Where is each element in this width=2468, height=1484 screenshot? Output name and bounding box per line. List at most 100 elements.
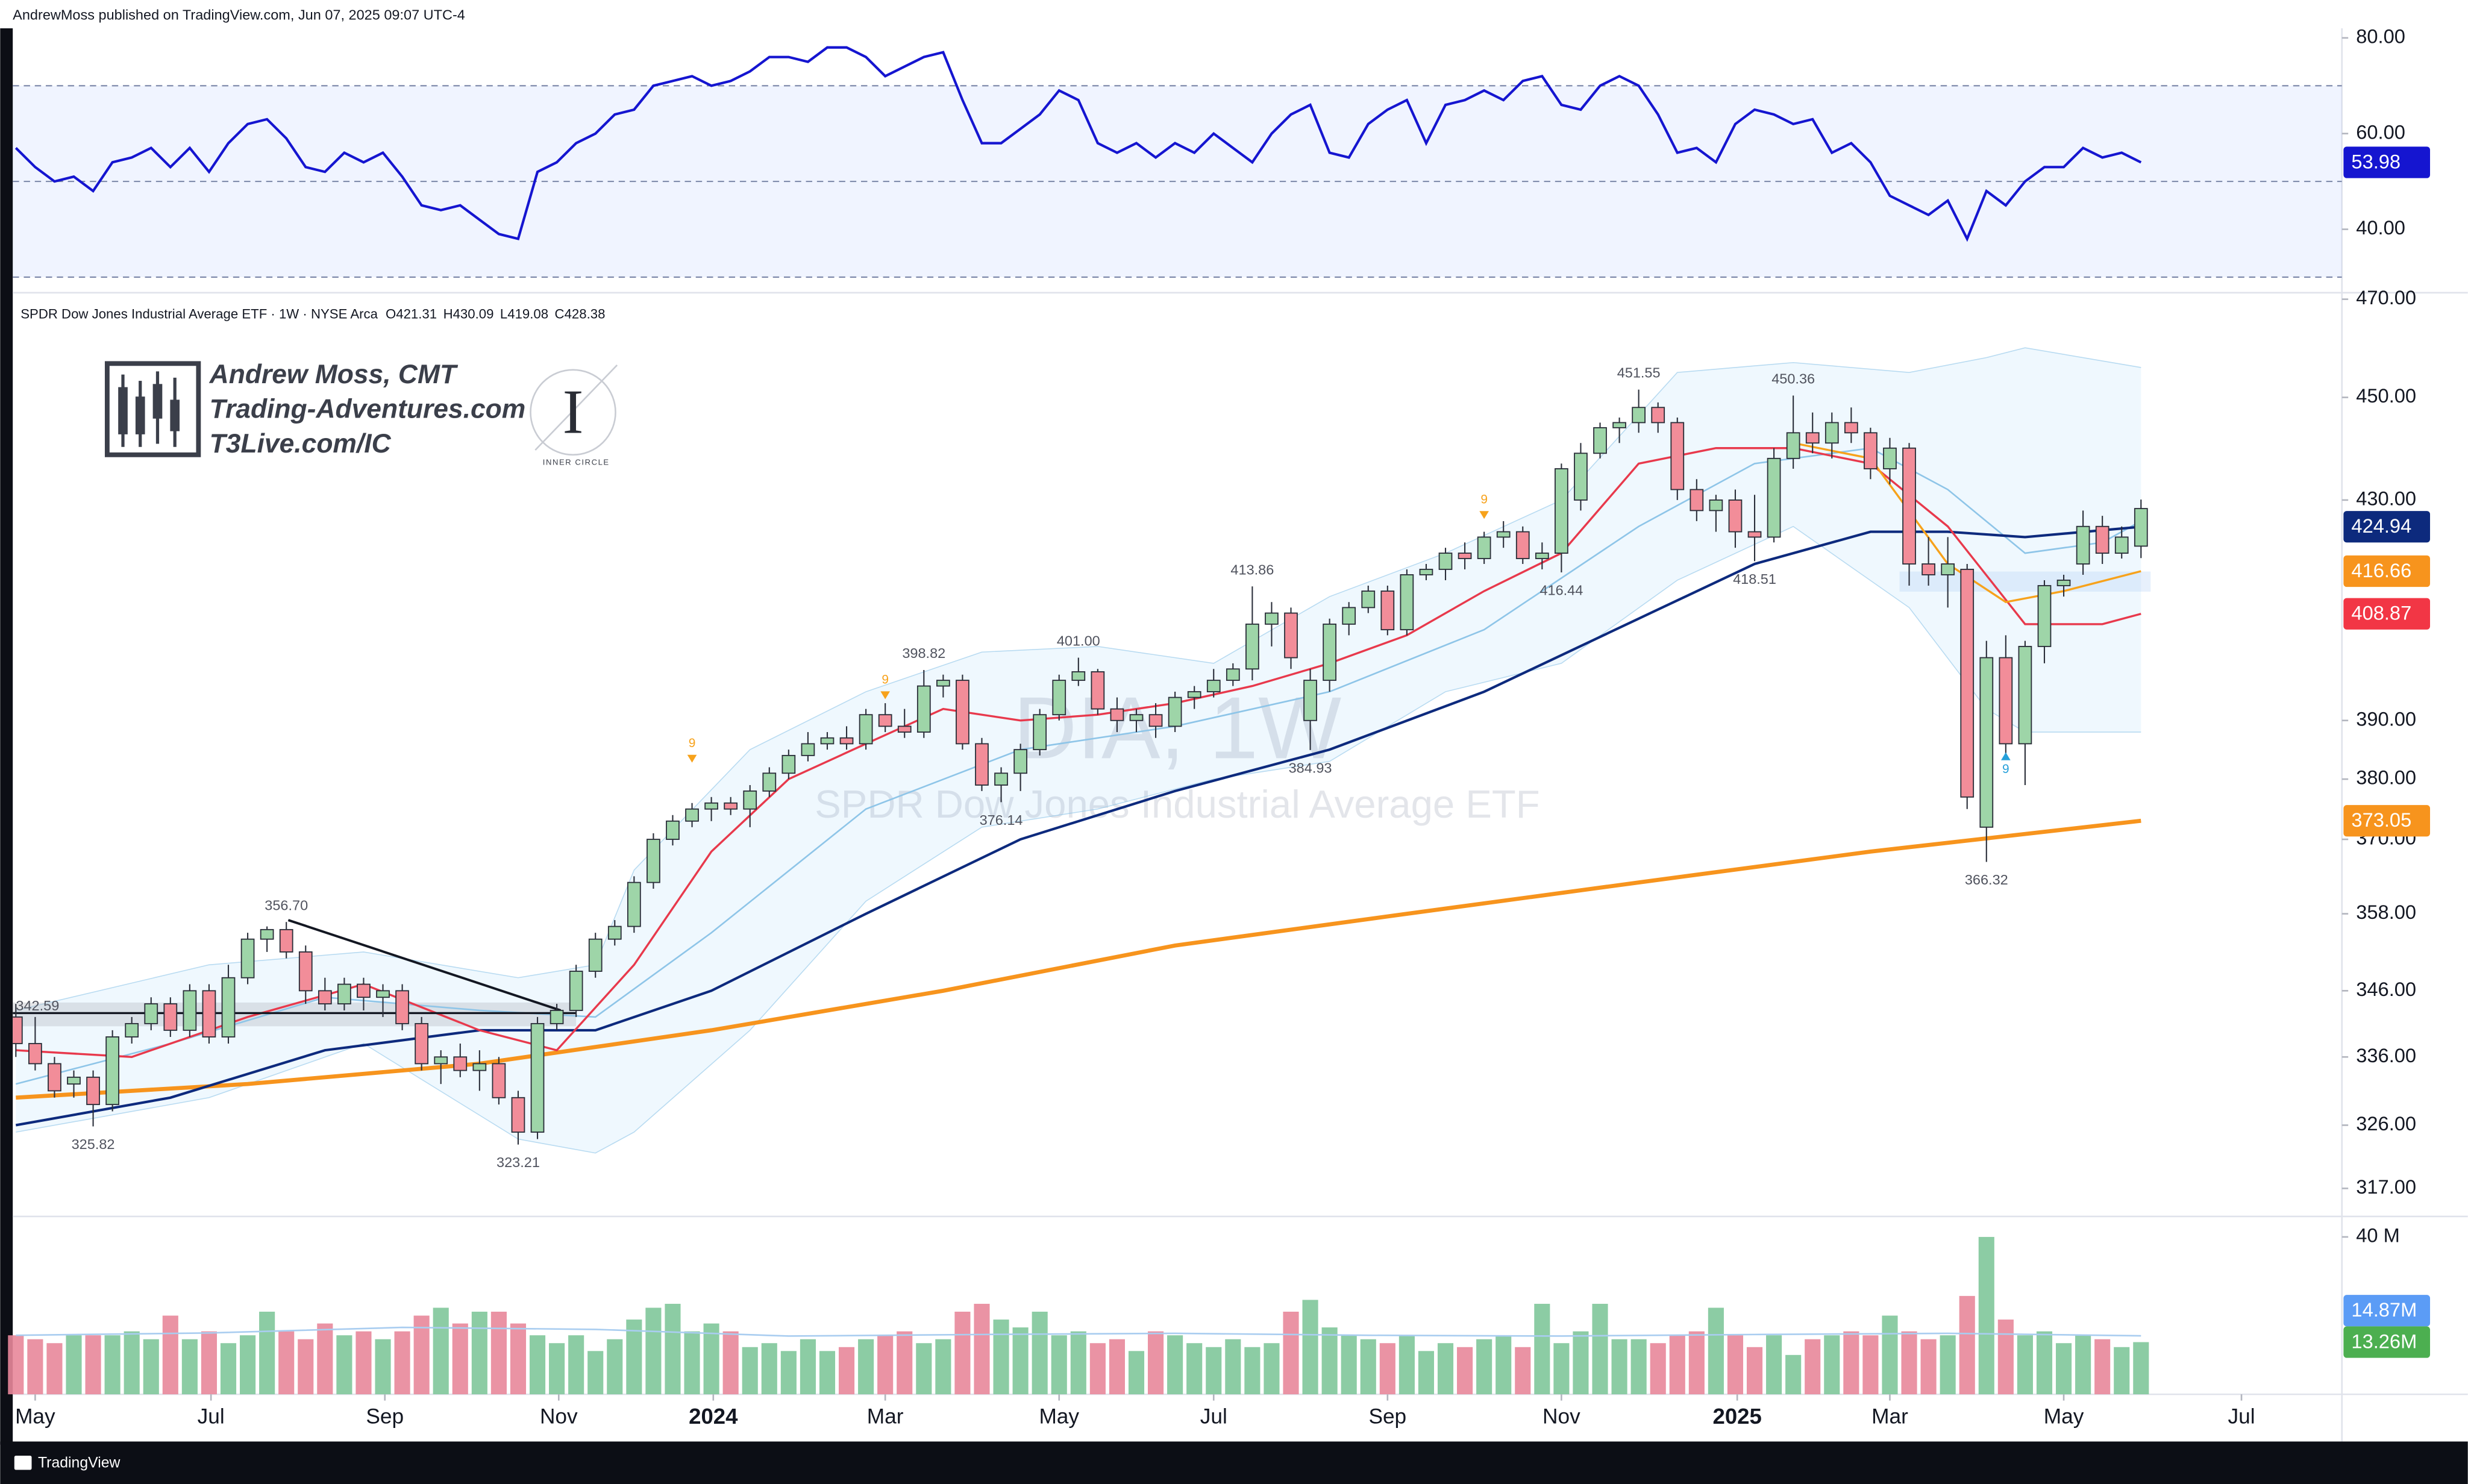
logo-candles (118, 371, 180, 447)
candle-body (1148, 714, 1163, 727)
badge-letter: I (563, 377, 584, 447)
volume-bar (800, 1339, 816, 1395)
volume-bar (375, 1339, 391, 1395)
volume-bar (626, 1320, 642, 1395)
candle-body (395, 990, 409, 1024)
candle-body (1728, 499, 1743, 533)
candle-body (1206, 680, 1221, 692)
y-tick-label: 40.00 (2356, 216, 2405, 239)
candle-body (801, 743, 815, 756)
candle-body (183, 990, 197, 1031)
candle-body (1168, 697, 1182, 727)
volume-bar (124, 1331, 140, 1395)
candle-body (1651, 407, 1665, 424)
candle-body (588, 938, 603, 972)
extreme-label: 356.70 (265, 897, 308, 913)
x-tick-label: Jul (198, 1405, 225, 1429)
candle-body (2018, 646, 2032, 745)
brand: TradingView (38, 1455, 121, 1471)
volume-bar (471, 1311, 487, 1395)
candle-body (1419, 569, 1433, 575)
volume-bar (1148, 1331, 1164, 1395)
candle-body (685, 808, 699, 822)
extreme-label: 416.44 (1539, 583, 1583, 598)
candle-body (781, 754, 796, 774)
volume-bar (278, 1331, 295, 1395)
volume-bar (220, 1343, 237, 1395)
candle-body (569, 971, 583, 1011)
candle-body (2056, 580, 2071, 586)
candle-body (936, 680, 950, 687)
y-tick-label: 317.00 (2356, 1176, 2416, 1198)
volume-bar (819, 1351, 836, 1395)
volume-bar (1437, 1343, 1454, 1395)
volume-bar (916, 1343, 932, 1395)
rsi-line (14, 46, 2142, 242)
volume-bar (490, 1311, 507, 1395)
moving-average (15, 447, 2141, 1085)
candle-body (607, 925, 622, 940)
candle-body (279, 928, 293, 953)
price-badge (2343, 511, 2431, 543)
candle-body (647, 839, 660, 883)
candle-body (511, 1097, 525, 1133)
y-tick-label: 470.00 (2356, 286, 2416, 308)
candle-body (240, 938, 255, 978)
candle-body (1690, 489, 1704, 512)
badge-circle (530, 369, 616, 456)
volume-bar (2017, 1335, 2033, 1395)
candle-body (48, 1063, 61, 1092)
volume-bar (85, 1335, 101, 1395)
candle-body (1361, 590, 1376, 609)
price-panel: 342.59 356.70 325.82 323.21 398.82 376.14 401.… (13, 347, 2151, 1170)
price-badge-label: 408.87 (2351, 602, 2411, 624)
volume-bar (1553, 1343, 1570, 1395)
volume-bar (607, 1339, 623, 1395)
volume-bar (1959, 1295, 1975, 1395)
candle-body (550, 1010, 564, 1024)
candle-body (1632, 407, 1646, 424)
candle-body (1438, 553, 1453, 570)
candle-body (1477, 536, 1491, 559)
volume-bar (2036, 1331, 2053, 1395)
candle-body (627, 881, 641, 927)
candle-body (202, 990, 216, 1038)
candle-body (762, 772, 777, 792)
y-tick-label: 80.00 (2356, 25, 2405, 48)
y-tick-label: 40 M (2356, 1224, 2400, 1247)
candle-body (704, 802, 718, 810)
candle-body (1265, 612, 1279, 625)
volume-bar (317, 1323, 333, 1395)
candle-body (878, 714, 892, 727)
volume-bar (1206, 1347, 1222, 1395)
price-badge (2343, 805, 2431, 837)
candle-body (453, 1056, 468, 1071)
candle-body (1883, 447, 1897, 469)
candle-body (2037, 585, 2052, 647)
candle-body (1709, 499, 1723, 512)
x-tick-label: Mar (1871, 1405, 1908, 1429)
candle-body (916, 685, 931, 733)
candle-body (1979, 657, 1994, 828)
volume-bar (1766, 1335, 1782, 1395)
td-count: 9 (882, 673, 889, 687)
volume-bar (684, 1331, 700, 1395)
volume-bar (1360, 1339, 1376, 1395)
candle-body (1767, 457, 1781, 538)
candle-body (1129, 714, 1144, 721)
volume-bar (413, 1315, 430, 1395)
volume-bar (1032, 1311, 1048, 1395)
candle-body (1747, 531, 1762, 538)
price-badge-label: 14.87M (2351, 1298, 2417, 1321)
volume-bar (1418, 1351, 1435, 1395)
volume-bar (27, 1339, 43, 1395)
volume-bar (1089, 1343, 1106, 1395)
x-tick-label: Sep (366, 1405, 404, 1429)
volume-bar (181, 1339, 198, 1395)
logo: Andrew Moss, CMT Trading-Adventures.com … (104, 360, 618, 466)
volume-bar (1264, 1343, 1280, 1395)
candle-body (839, 737, 854, 745)
volume-bar (761, 1343, 777, 1395)
